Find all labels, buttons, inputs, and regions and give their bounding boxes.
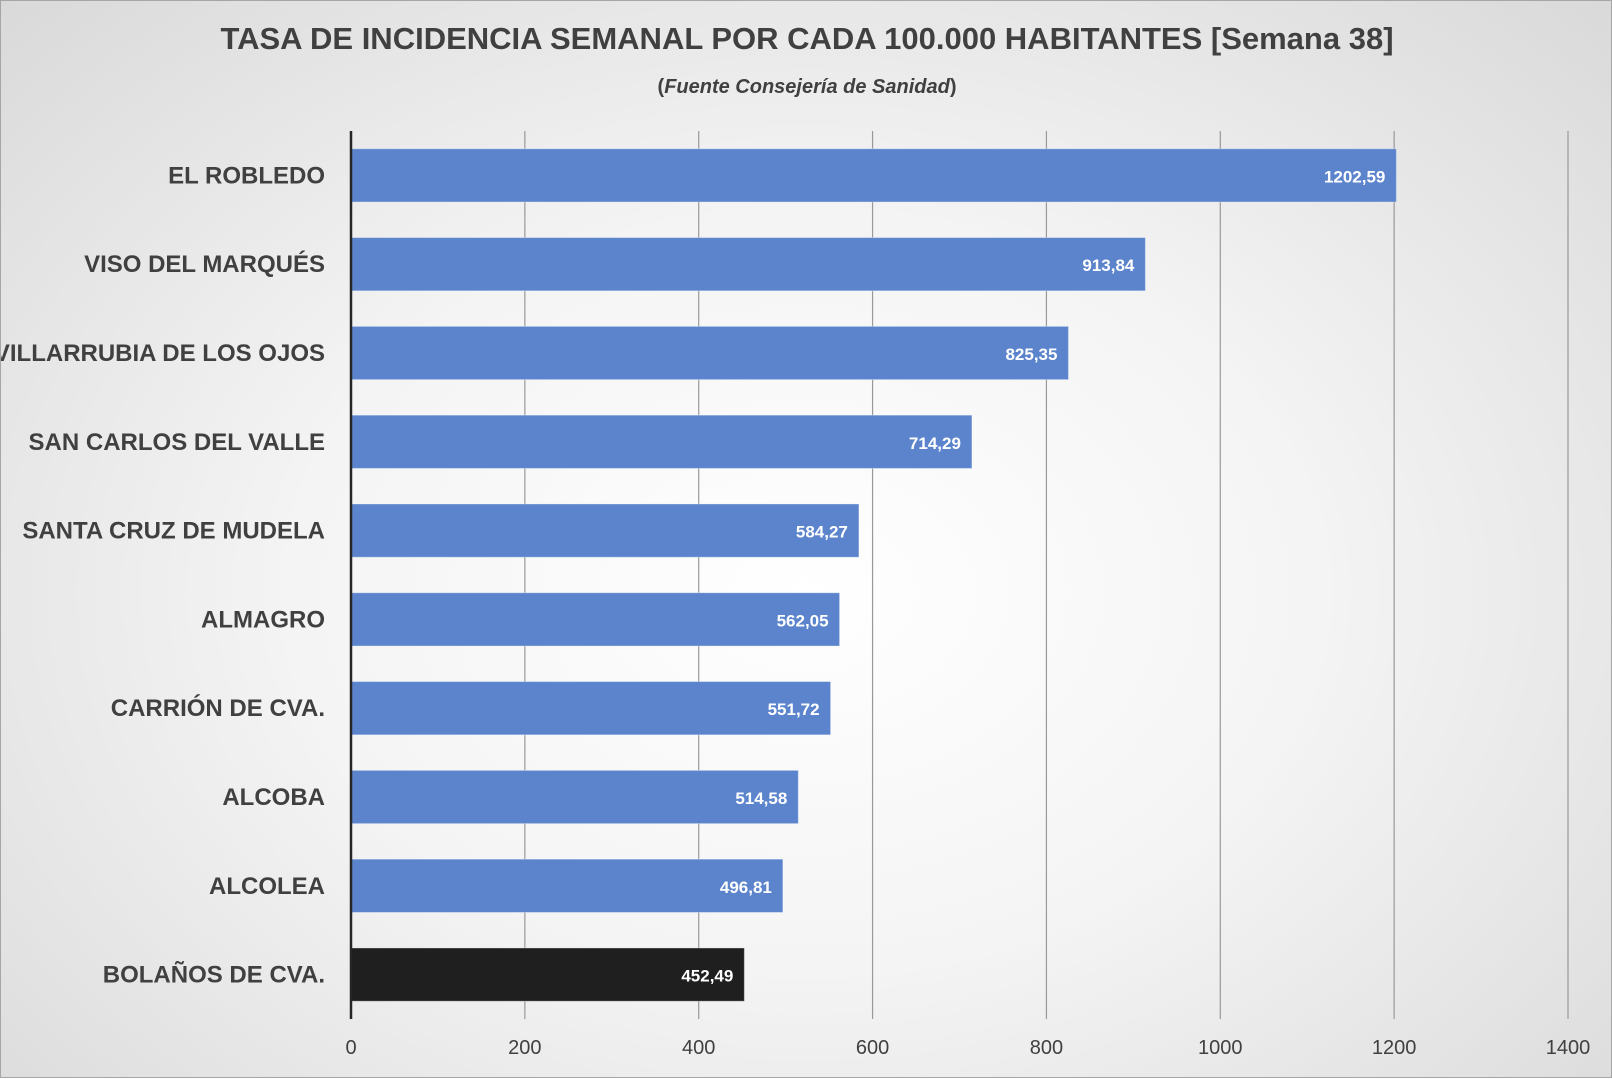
data-label: 714,29: [909, 434, 961, 453]
bar: [350, 414, 973, 469]
data-label: 913,84: [1082, 256, 1135, 275]
category-label: ALCOBA: [222, 784, 325, 811]
data-label: 496,81: [720, 878, 772, 897]
x-tick-label: 1000: [1198, 1037, 1243, 1059]
category-label: VILLARRUBIA DE LOS OJOS: [1, 340, 325, 367]
data-label: 562,05: [777, 611, 829, 630]
x-tick-label: 1400: [1546, 1037, 1591, 1059]
data-label: 825,35: [1005, 345, 1057, 364]
data-label: 452,49: [681, 967, 733, 986]
bar: [350, 237, 1146, 292]
category-label: VISO DEL MARQUÉS: [84, 250, 325, 278]
category-label: EL ROBLEDO: [168, 162, 325, 189]
data-label: 514,58: [735, 789, 787, 808]
chart-subtitle: (Fuente Consejería de Sanidad): [1, 76, 1612, 99]
bar: [350, 681, 832, 736]
data-label: 551,72: [768, 700, 820, 719]
category-label: ALMAGRO: [201, 606, 325, 633]
data-label: 584,27: [796, 523, 848, 542]
category-label: SAN CARLOS DEL VALLE: [29, 429, 325, 456]
x-tick-label: 200: [508, 1037, 541, 1059]
subtitle-close-paren: ): [949, 76, 957, 98]
x-tick-label: 600: [856, 1037, 889, 1059]
bar: [350, 503, 860, 558]
x-tick-label: 800: [1030, 1037, 1063, 1059]
data-label: 1202,59: [1324, 167, 1385, 186]
category-label: CARRIÓN DE CVA.: [111, 694, 325, 722]
subtitle-source: Fuente Consejería de Sanidad: [664, 76, 950, 98]
x-tick-label: 1200: [1372, 1037, 1417, 1059]
category-label: BOLAÑOS DE CVA.: [103, 961, 325, 989]
bar: [350, 592, 841, 647]
bar: [350, 947, 745, 1002]
category-label: SANTA CRUZ DE MUDELA: [22, 518, 325, 545]
bar: [350, 325, 1069, 381]
x-tick-label: 400: [682, 1037, 715, 1059]
bar: [350, 148, 1397, 203]
bar: [350, 858, 784, 913]
bar: [350, 769, 799, 825]
x-tick-label: 0: [345, 1037, 356, 1059]
chart-title: TASA DE INCIDENCIA SEMANAL POR CADA 100.…: [220, 21, 1394, 56]
category-label: ALCOLEA: [209, 873, 325, 900]
subtitle-open-paren: (: [657, 76, 665, 98]
